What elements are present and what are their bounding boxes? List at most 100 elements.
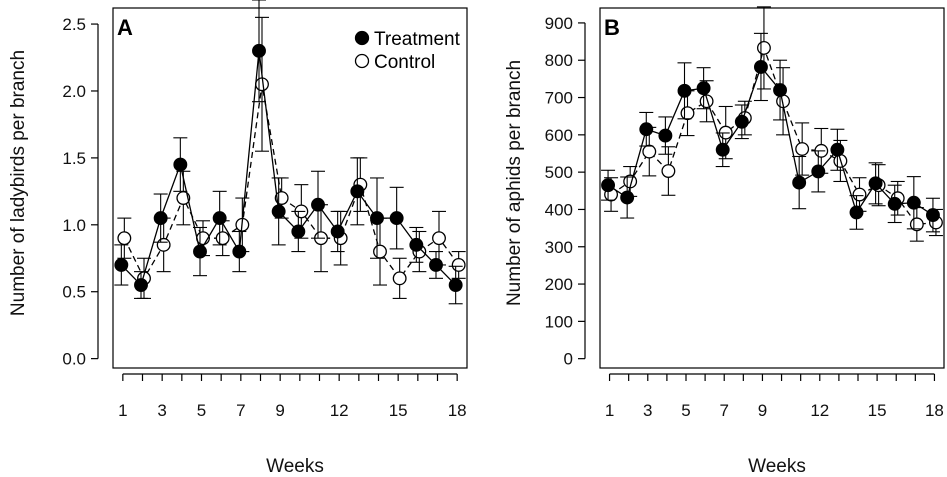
- data-point: [773, 83, 788, 98]
- data-point: [330, 224, 345, 239]
- plot-frame: [112, 7, 468, 369]
- x-tick-label: 5: [197, 401, 206, 420]
- data-point: [661, 164, 676, 178]
- data-point: [680, 106, 695, 121]
- data-point: [658, 128, 673, 143]
- series-line: [120, 50, 457, 287]
- data-point: [173, 157, 188, 172]
- data-point: [868, 176, 883, 191]
- data-point: [639, 122, 654, 137]
- data-point: [601, 178, 616, 193]
- data-point: [792, 175, 807, 190]
- x-axis: 1 3 5 7 9 12 15 18: [118, 373, 467, 420]
- x-tick-label: 5: [681, 401, 690, 420]
- data-point: [887, 196, 902, 211]
- data-point: [232, 244, 247, 259]
- data-point: [134, 278, 148, 292]
- data-point: [925, 208, 940, 222]
- x-tick-label: 9: [275, 401, 284, 420]
- data-point: [906, 195, 921, 210]
- x-axis: 1 3 5 7 9 12 15 18: [605, 373, 944, 420]
- data-point: [409, 237, 424, 252]
- data-point: [252, 43, 266, 58]
- data-point: [215, 231, 230, 246]
- x-tick-label: 7: [236, 401, 245, 420]
- y-tick-label: 2.5: [62, 15, 86, 34]
- data-point: [291, 224, 306, 239]
- data-point: [370, 211, 384, 226]
- x-tick-label: 7: [719, 401, 728, 420]
- y-tick-label: 1.5: [62, 149, 86, 168]
- y-tick-label: 400: [545, 200, 573, 219]
- data-point: [620, 190, 635, 205]
- data-point: [753, 59, 768, 74]
- x-tick-label: 3: [643, 401, 652, 420]
- x-tick-label: 1: [118, 401, 127, 420]
- y-tick-label: 0.5: [62, 283, 86, 302]
- y-tick-label: 0.0: [62, 350, 86, 369]
- data-point: [350, 184, 365, 199]
- data-point: [795, 142, 810, 156]
- y-tick-label: 500: [545, 163, 573, 182]
- data-point: [432, 231, 446, 246]
- x-tick-label: 1: [605, 401, 614, 420]
- data-point: [373, 244, 387, 259]
- x-axis-label: Weeks: [266, 456, 324, 477]
- x-tick-label: 3: [157, 401, 166, 420]
- y-axis: 0.0 0.5 1.0 1.5 2.0 2.5: [62, 15, 99, 369]
- legend-marker-treatment: [354, 30, 370, 46]
- x-tick-label: 18: [448, 401, 467, 420]
- data-point: [193, 244, 207, 259]
- series-treatment: [114, 0, 463, 305]
- y-axis: 0 100 200 300 400 500 600 700 800 900: [545, 14, 586, 369]
- panel-b-aphids: B 0 100 200 300 400 500 600 700 800 900 1 3 5 7 9 12 15 18…: [504, 6, 945, 477]
- x-axis-label: Weeks: [748, 456, 806, 477]
- y-tick-label: 2.0: [62, 82, 86, 101]
- data-point: [212, 211, 227, 226]
- data-point: [429, 258, 443, 272]
- x-tick-label: 12: [330, 401, 349, 420]
- plot-frame: [599, 7, 945, 369]
- data-point: [153, 211, 168, 226]
- panel-letter: B: [604, 15, 620, 40]
- data-point: [677, 83, 692, 98]
- y-axis-label: Number of aphids per branch: [504, 60, 525, 306]
- y-axis-label: Number of ladybirds per branch: [8, 50, 29, 316]
- panel-a-ladybirds: A 0.0 0.5 1.0 1.5 2.0 2.5 1 3 5 7 9 12 15 18 Weeks Numbe…: [8, 0, 468, 477]
- y-tick-label: 900: [545, 14, 573, 33]
- legend: Treatment Control: [354, 29, 461, 73]
- data-point: [114, 258, 129, 272]
- legend-marker-control: [354, 53, 370, 69]
- x-tick-label: 18: [925, 401, 944, 420]
- data-point: [756, 40, 771, 55]
- x-tick-label: 9: [758, 401, 767, 420]
- data-point: [734, 114, 749, 129]
- data-point: [392, 271, 407, 286]
- data-point: [156, 237, 171, 252]
- data-point: [811, 164, 826, 179]
- y-tick-label: 300: [545, 238, 573, 257]
- data-point: [849, 205, 864, 220]
- panel-letter: A: [117, 15, 133, 40]
- y-tick-label: 100: [545, 312, 573, 331]
- data-point: [311, 197, 325, 212]
- x-tick-label: 15: [868, 401, 887, 420]
- data-point: [451, 258, 466, 272]
- data-point: [696, 81, 711, 96]
- data-point: [715, 142, 730, 157]
- y-tick-label: 1.0: [62, 216, 86, 235]
- x-tick-label: 15: [389, 401, 408, 420]
- legend-label-treatment: Treatment: [374, 29, 461, 50]
- data-point: [271, 204, 286, 219]
- y-tick-label: 0: [564, 350, 573, 369]
- data-point: [642, 144, 657, 159]
- y-tick-label: 800: [545, 51, 573, 70]
- data-point: [389, 211, 404, 226]
- y-tick-label: 600: [545, 126, 573, 145]
- data-point: [448, 278, 463, 292]
- legend-label-control: Control: [374, 52, 435, 73]
- x-tick-label: 12: [810, 401, 829, 420]
- data-point: [117, 231, 132, 246]
- series-treatment: [601, 32, 940, 233]
